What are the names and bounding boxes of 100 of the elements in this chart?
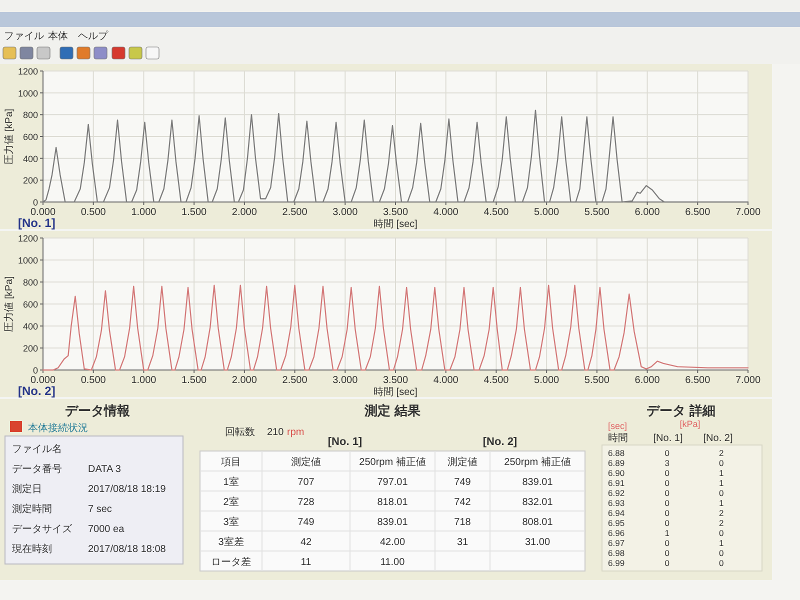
table-cell: 839.01 (522, 477, 553, 488)
table-cell: 42.00 (380, 537, 406, 548)
x-tick-label: 1.000 (131, 207, 156, 218)
info-label: 測定時間 (12, 504, 52, 515)
info-value: 7000 ea (88, 524, 124, 535)
x-tick-label: 4.000 (433, 207, 458, 218)
y-tick-label: 400 (22, 154, 38, 164)
table-cell: 11 (300, 557, 312, 568)
x-tick-label: 6.500 (685, 375, 710, 386)
x-tick-label: 0.000 (30, 207, 56, 218)
y-tick-label: 200 (22, 176, 38, 186)
title: [No. 1] (18, 216, 56, 230)
list-row: 6.89 3 0 (608, 458, 724, 468)
x-tick-label: 0.500 (80, 207, 106, 218)
x-tick-label: 4.500 (484, 207, 509, 218)
x-tick-label: 3.500 (382, 207, 408, 218)
x-tick-label: 2.500 (282, 207, 308, 218)
y-tick-label: 200 (22, 344, 38, 354)
x-tick-label: 7.000 (735, 207, 761, 218)
table-cell: ロータ差 (211, 557, 251, 568)
list-header: [No. 2] (703, 433, 733, 444)
info-value: 2017/08/18 18:08 (88, 544, 166, 555)
x-tick-label: 4.000 (433, 375, 458, 386)
table-cell: 728 (298, 497, 314, 508)
list-row: 6.91 0 1 (608, 478, 724, 488)
table-cell: 818.01 (377, 497, 408, 508)
y-tick-label: 400 (22, 322, 38, 332)
menu-item: ファイル (4, 31, 44, 42)
y-tick-label: 600 (22, 300, 38, 310)
y-tick-label: 600 (22, 132, 38, 142)
x-tick-label: 2.500 (282, 375, 308, 386)
x-tick-label: 7.000 (735, 375, 761, 386)
list-row: 6.99 0 0 (608, 558, 724, 568)
info-label: データ番号 (12, 464, 62, 475)
x-tick-label: 2.000 (232, 375, 257, 386)
group-label: [No. 2] (482, 436, 518, 448)
title: データ 詳細 (646, 403, 716, 418)
x-tick-label: 4.500 (484, 375, 509, 386)
table-cell: 808.01 (522, 517, 553, 528)
title: データ情報 (65, 403, 130, 418)
xlabel: 時間 [sec] (374, 219, 418, 230)
table-cell: 42 (300, 537, 312, 548)
table-cell: 839.01 (377, 517, 408, 528)
list-row: 6.96 1 0 (608, 528, 724, 538)
x-tick-label: 5.500 (584, 375, 610, 386)
table-cell: 31 (456, 537, 468, 548)
y-tick-label: 1000 (18, 256, 38, 266)
list-row: 6.98 0 0 (608, 548, 724, 558)
table-cell: 749 (454, 477, 471, 488)
x-tick-label: 0.500 (80, 375, 106, 386)
table-cell: 742 (454, 497, 471, 508)
table-cell: 832.01 (522, 497, 553, 508)
list-header: [No. 1] (653, 433, 683, 444)
table-header: 250rpm 補正値 (359, 457, 426, 468)
menu-item: ヘルプ (78, 31, 108, 42)
table-header: 項目 (221, 457, 241, 468)
list-row: 6.88 0 2 (608, 448, 724, 458)
list-row: 6.97 0 1 (608, 538, 724, 548)
info-value: 7 sec (88, 504, 112, 515)
x-tick-label: 1.500 (182, 207, 207, 218)
info-label: データサイズ (12, 524, 72, 535)
table-cell: 31.00 (524, 537, 550, 548)
rpm-label: 回転数 (225, 427, 255, 438)
y-tick-label: 800 (22, 278, 38, 288)
y-tick-label: 1200 (18, 234, 38, 244)
x-tick-label: 0.000 (30, 375, 56, 386)
list-row: 6.93 0 1 (608, 498, 724, 508)
rpm-value: 210 (267, 427, 284, 438)
info-label: 現在時刻 (12, 544, 52, 555)
table-cell: 2室 (223, 497, 239, 508)
x-tick-label: 1.500 (182, 375, 207, 386)
info-label: 測定日 (12, 484, 42, 495)
title: 測定 結果 (364, 403, 420, 418)
x-tick-label: 5.000 (534, 375, 560, 386)
group-label: [No. 1] (328, 436, 362, 448)
unit-label: [sec] (608, 421, 628, 431)
list-row: 6.95 0 2 (608, 518, 724, 528)
table-cell: 3室 (223, 517, 239, 528)
table-cell: 797.01 (377, 477, 408, 488)
x-tick-label: 2.000 (232, 207, 257, 218)
table-header: 測定値 (448, 457, 478, 468)
info-label: ファイル名 (12, 444, 62, 455)
table-cell: 707 (298, 477, 314, 488)
menu-item: 本体 (48, 31, 68, 42)
list-row: 6.90 0 1 (608, 468, 724, 478)
x-tick-label: 3.500 (382, 375, 408, 386)
x-tick-label: 6.000 (634, 375, 660, 386)
table-cell: 718 (454, 517, 471, 528)
rpm-unit: rpm (287, 427, 304, 438)
unit-label: [kPa] (680, 419, 700, 429)
x-tick-label: 5.500 (584, 207, 610, 218)
table-header: 測定値 (291, 457, 321, 468)
info-value: 2017/08/18 18:19 (88, 484, 166, 495)
table-cell: 1室 (223, 477, 239, 488)
x-tick-label: 6.000 (634, 207, 660, 218)
y-tick-label: 0 (32, 366, 38, 376)
y-tick-label: 0 (32, 198, 38, 208)
table-cell: 749 (298, 517, 314, 528)
y-tick-label: 1000 (18, 88, 38, 98)
x-tick-label: 6.500 (685, 207, 710, 218)
